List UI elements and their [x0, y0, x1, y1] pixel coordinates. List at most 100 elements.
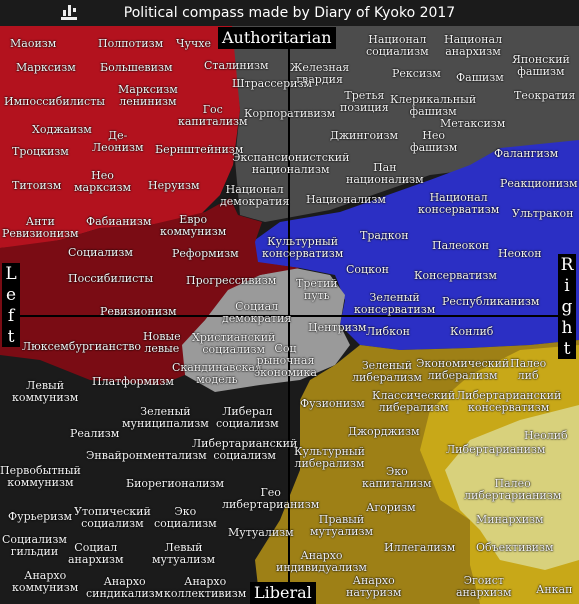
ideology-label-scandinavian-model: Скандинавская модель	[172, 361, 262, 386]
ideology-label-green-liberalism: Зеленый либерализм	[352, 359, 422, 384]
center-gray-region	[180, 268, 350, 392]
ideology-label-nehruism: Неруизм	[148, 179, 200, 192]
ideology-label-iron-guard: Железная гвардия	[290, 61, 350, 86]
ideology-label-illegalism: Иллегализм	[384, 541, 456, 554]
ideology-label-anarcho-individualism: Анархо индивидуализм	[276, 549, 367, 574]
ideology-label-hoxhaism: Ходжаизм	[32, 123, 92, 136]
ideology-label-neo-marxism: Нео марксизм	[74, 169, 132, 194]
ideology-label-green-municipalism: Зеленый муниципализм	[122, 405, 209, 430]
ideology-label-metaxism: Метаксизм	[440, 117, 506, 130]
ideology-label-luxemburgism: Люксембургианство	[22, 340, 142, 353]
ideology-label-objectivism: Объективизм	[476, 541, 554, 554]
ideology-label-agorism: Агоризм	[366, 501, 416, 514]
ideology-label-platformism: Платформизм	[92, 375, 174, 388]
ideology-label-realism: Реализм	[70, 427, 120, 440]
ideology-label-neocon: Неокон	[498, 247, 542, 260]
ideology-label-anti-revisionism: Анти Ревизионизм	[2, 215, 79, 240]
ideology-label-cultural-liberalism: Культурный либерализм	[294, 445, 365, 470]
ideology-label-christian-socialism: Христианский социализм	[192, 331, 276, 356]
ideology-label-anarcho-naturism: Анархо натуризм	[346, 574, 402, 599]
ideology-label-pol-pot: Полпотизм	[98, 37, 164, 50]
ideology-label-japanese-fascism: Японский фашизм	[512, 53, 570, 78]
ideology-label-jingoism: Джингоизм	[330, 129, 398, 142]
ideology-label-clerical-fascism: Клерикальный фашизм	[390, 93, 477, 118]
ideology-label-paleocon: Палеокон	[432, 239, 490, 252]
ideology-label-centrism: Центризм	[308, 321, 367, 334]
ideology-label-georgism: Джорджизм	[348, 425, 420, 438]
ideology-label-eco-capitalism: Эко капитализм	[362, 465, 432, 490]
ideology-label-ultra-con: Ультракон	[512, 207, 574, 220]
ideology-label-maoism: Маоизм	[10, 37, 57, 50]
gray-region	[230, 26, 579, 222]
ideology-label-eco-socialism: Эко социализм	[154, 505, 217, 530]
ideology-label-euro-communism: Евро коммунизм	[160, 213, 227, 238]
ideology-label-progressivism: Прогрессивизм	[186, 274, 277, 287]
ideology-label-guild-socialism: Социализм гильдии	[2, 533, 67, 558]
ideology-label-national-democracy: Национал демократия	[220, 183, 290, 208]
ideology-label-expansionist-nationalism: Экспансионистский национализм	[232, 151, 350, 176]
ideology-label-socialism: Социализм	[68, 246, 133, 259]
red-region	[0, 26, 240, 248]
ideology-label-anarcho-syndicalism: Анархо синдикализм	[86, 575, 164, 600]
page-title: Political compass made by Diary of Kyoko…	[123, 5, 456, 21]
ideology-label-soc-market-economy: Соц рыночная экономика	[254, 342, 317, 379]
ideology-label-fascism: Фашизм	[456, 71, 504, 84]
dark-red-region	[0, 198, 300, 385]
ideology-label-fabianism: Фабианизм	[86, 215, 152, 228]
ideology-label-rexism: Рексизм	[392, 67, 441, 80]
ideology-label-corporatism: Корпоративизм	[244, 107, 336, 120]
ideology-label-economic-liberalism: Экономический либерализм	[416, 357, 510, 382]
ideology-label-paleo-libertarianism: Палео либертарианизм	[464, 477, 562, 502]
ideology-label-libertarianism: Либертарианизм	[446, 443, 546, 456]
ideology-label-neolib: Неолиб	[524, 429, 568, 442]
ideology-label-cultural-conservatism: Культурный консерватизм	[262, 235, 344, 260]
ideology-label-strasserism: Штрассеризм	[232, 77, 312, 90]
ideology-label-classical-liberalism: Классический либерализм	[372, 389, 456, 414]
ideology-label-republicanism: Республиканизм	[442, 295, 540, 308]
ideology-label-green-conservatism: Зеленый консерватизм	[354, 291, 436, 316]
diary-of-kyoko-logo-icon	[61, 5, 77, 20]
ideology-label-primitive-communism: Первобытный коммунизм	[0, 464, 81, 489]
ideology-label-reactionism: Реакционизм	[500, 177, 578, 190]
ideology-label-revisionism: Ревизионизм	[100, 305, 177, 318]
ideology-label-possibilists: Поссибилисты	[68, 272, 154, 285]
ideology-label-juche: Чучхе	[176, 37, 211, 50]
ideology-label-fusionism: Фузионизм	[300, 397, 365, 410]
ideology-label-falangism: Фалангизм	[494, 147, 559, 160]
ideology-label-state-capitalism: Гос капитализм	[178, 103, 248, 128]
ideology-label-fourierism: Фурьеризм	[8, 510, 73, 523]
ideology-label-socon: Соцкон	[346, 263, 389, 276]
ideology-label-utopian-socialism: Утопический социализм	[74, 505, 151, 530]
ideology-label-trotskyism: Троцкизм	[12, 145, 69, 158]
ideology-label-marxism: Марксизм	[16, 61, 76, 74]
axis-label-liberal: Liberal	[250, 582, 316, 604]
ideology-label-social-anarchism: Социал анархизм	[68, 541, 124, 566]
ideology-label-titoism: Титоизм	[12, 179, 62, 192]
ideology-label-neo-fascism: Нео фашизм	[410, 129, 458, 154]
ideology-label-national-anarchism: Национал анархизм	[444, 33, 503, 58]
ideology-label-third-way: Третий путь	[296, 277, 338, 302]
ideology-label-conservatism: Консерватизм	[414, 269, 497, 282]
ideology-label-liberal-socialism: Либерал социализм	[216, 405, 279, 430]
ideology-label-libertarian-conservatism: Либертарианский консерватизм	[456, 389, 562, 414]
ideology-label-stalinism: Сталинизм	[204, 59, 269, 72]
ideology-label-national-socialism: Национал социализм	[366, 33, 429, 58]
ideology-label-pan-nationalism: Пан национализм	[346, 161, 424, 186]
axis-label-authoritarian: Authoritarian	[218, 27, 336, 49]
ideology-label-theocracy: Теократия	[514, 89, 576, 102]
ideology-label-conlib: Конлиб	[450, 325, 494, 338]
ideology-label-third-position: Третья позиция	[340, 89, 389, 114]
ideology-label-anarcho-collectivism: Анархо коллективизм	[164, 575, 247, 600]
ideology-label-reformism: Реформизм	[172, 247, 239, 260]
ideology-label-bernsteinism: Бернштейнизм	[155, 143, 244, 156]
ideology-label-marxism-leninism: Марксизм ленинизм	[118, 83, 178, 108]
ideology-label-de-leonism: Де- Леонизм	[92, 129, 144, 154]
ideology-label-minarchism: Минархизм	[476, 513, 544, 526]
ideology-label-environmentalism: Энвайронментализм	[86, 449, 207, 462]
blue-region	[255, 140, 579, 350]
ideology-label-ancap: Анкап	[536, 583, 573, 596]
